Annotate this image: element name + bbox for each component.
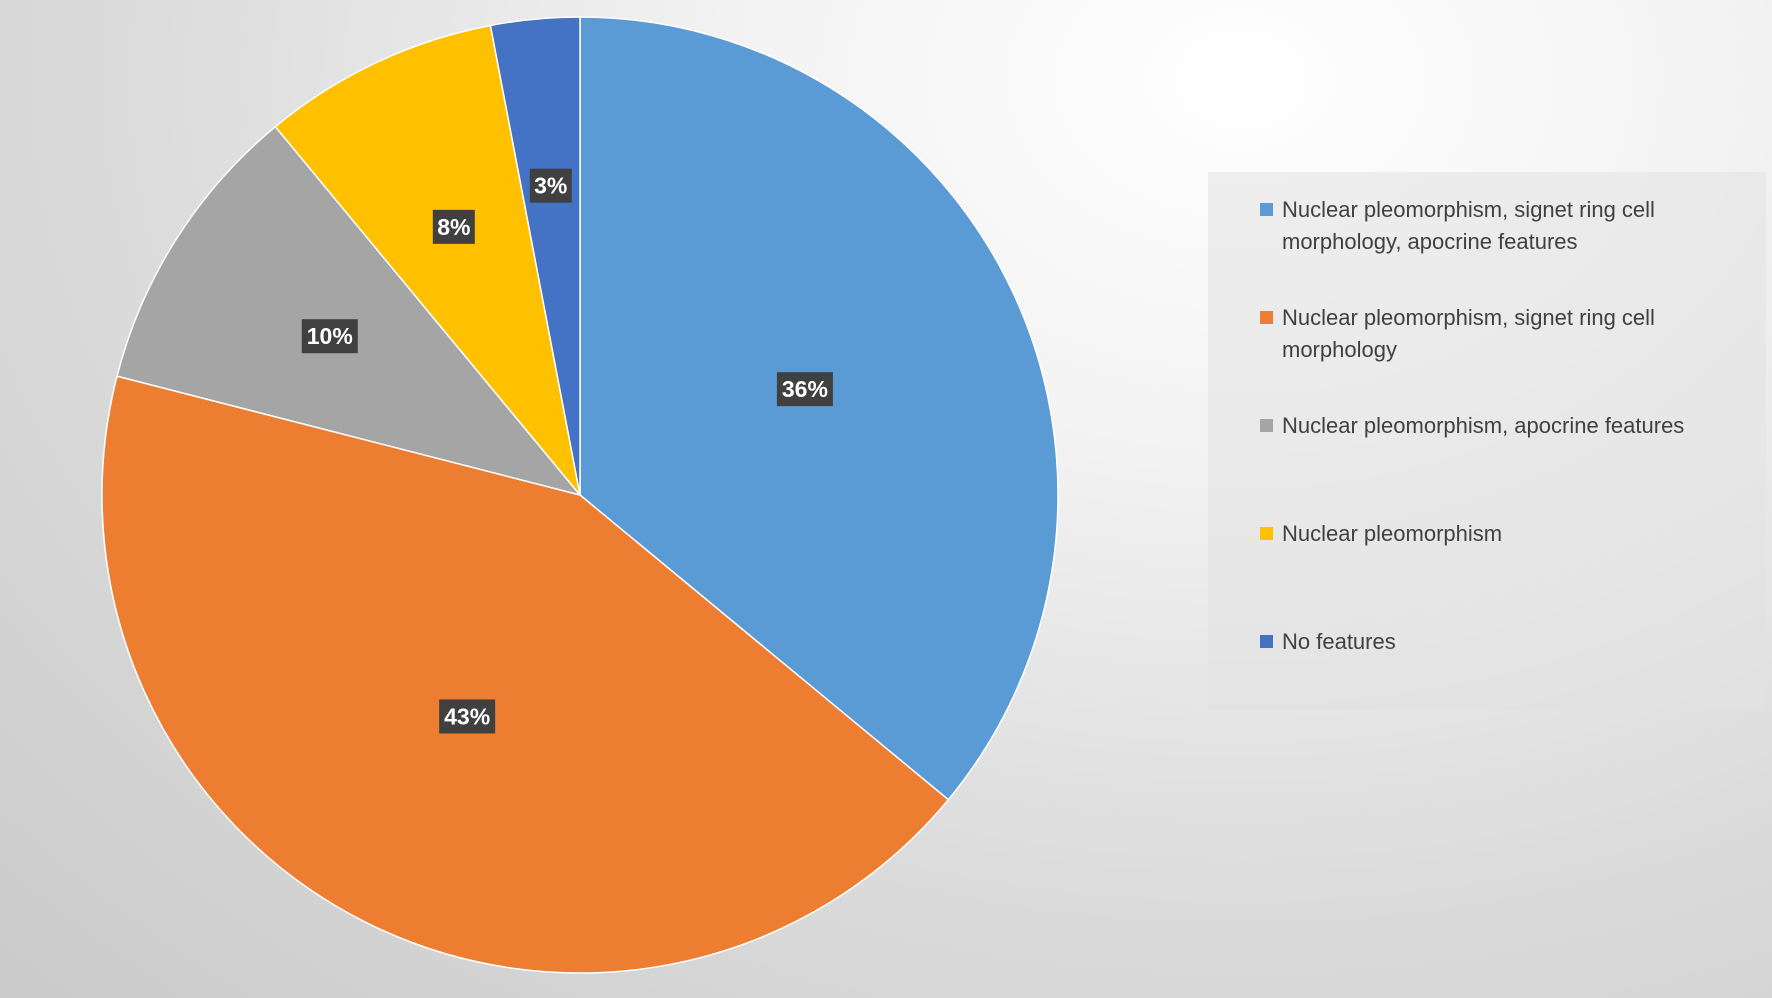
legend-label: Nuclear pleomorphism, signet ring cell m… xyxy=(1282,197,1655,254)
legend-item[interactable]: No features xyxy=(1260,626,1750,658)
pie-slices xyxy=(101,16,1059,974)
legend-swatch xyxy=(1260,311,1273,324)
legend-label: Nuclear pleomorphism xyxy=(1282,521,1503,546)
legend-item[interactable]: Nuclear pleomorphism, signet ring cell m… xyxy=(1260,302,1750,366)
legend-label: Nuclear pleomorphism, signet ring cell m… xyxy=(1282,305,1655,362)
data-label-background xyxy=(529,168,572,203)
data-label-background xyxy=(432,209,475,244)
data-label-text: 36% xyxy=(782,376,828,402)
legend-swatch xyxy=(1260,203,1273,216)
data-label-background xyxy=(439,699,496,734)
data-label-text: 8% xyxy=(437,214,470,240)
legend-label: No features xyxy=(1282,629,1396,654)
legend-swatch xyxy=(1260,419,1273,432)
data-label-background xyxy=(776,372,833,407)
pie-slice[interactable] xyxy=(274,24,581,496)
pie-slice[interactable] xyxy=(579,16,1059,801)
pie-slice[interactable] xyxy=(489,16,581,496)
data-label: 36% xyxy=(776,372,833,407)
data-label-text: 43% xyxy=(444,703,490,729)
legend-item[interactable]: Nuclear pleomorphism xyxy=(1260,518,1750,550)
data-label: 43% xyxy=(439,699,496,734)
pie-slice[interactable] xyxy=(116,125,583,497)
data-label-text: 3% xyxy=(534,173,567,199)
legend-swatch xyxy=(1260,635,1273,648)
data-label: 8% xyxy=(432,209,475,244)
pie-data-labels: 36% 43% 10% 8% 3% xyxy=(301,168,833,734)
legend: Nuclear pleomorphism, signet ring cell m… xyxy=(1208,172,1766,710)
legend-item[interactable]: Nuclear pleomorphism, apocrine features xyxy=(1260,410,1750,442)
data-label: 10% xyxy=(301,319,358,354)
pie-slice[interactable] xyxy=(101,375,950,974)
data-label: 3% xyxy=(529,168,572,203)
legend-label: Nuclear pleomorphism, apocrine features xyxy=(1282,413,1685,438)
data-label-background xyxy=(301,319,358,354)
data-label-text: 10% xyxy=(307,323,353,349)
legend-item[interactable]: Nuclear pleomorphism, signet ring cell m… xyxy=(1260,194,1750,258)
legend-swatch xyxy=(1260,527,1273,540)
